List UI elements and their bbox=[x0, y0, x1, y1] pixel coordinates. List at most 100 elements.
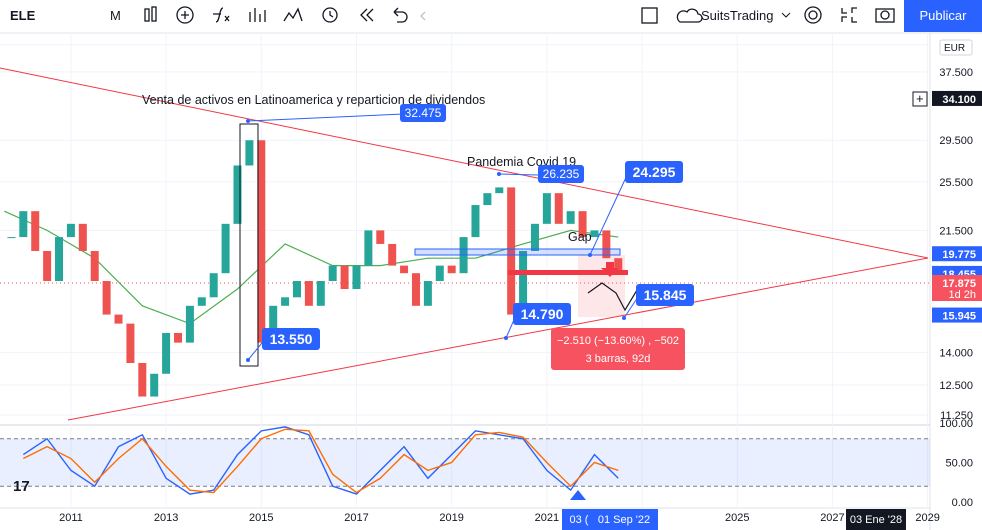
price-marker-label: 17.875 bbox=[942, 278, 976, 290]
price-label-box bbox=[262, 328, 320, 350]
price-marker-label: 34.100 bbox=[942, 94, 976, 106]
currency: EUR bbox=[944, 43, 965, 54]
candle bbox=[126, 323, 135, 363]
annotation: Venta de activos en Latinoamerica y repa… bbox=[142, 93, 485, 107]
anchor-point bbox=[246, 119, 250, 123]
time-marker-label: 03 ( bbox=[570, 514, 589, 526]
measure-text: −2.510 (−13.60%) , −502 bbox=[557, 335, 679, 347]
price-label-box bbox=[538, 165, 584, 183]
candle bbox=[269, 305, 278, 343]
candle bbox=[376, 230, 385, 244]
candle bbox=[411, 273, 420, 306]
candle bbox=[507, 187, 516, 315]
measure-box bbox=[551, 328, 685, 370]
candle bbox=[102, 281, 111, 315]
candle bbox=[352, 265, 361, 290]
anchor-point bbox=[504, 336, 508, 340]
measure-text: 3 barras, 92d bbox=[586, 353, 651, 365]
time-marker bbox=[846, 509, 906, 530]
symbol[interactable]: ELE bbox=[10, 8, 36, 23]
time-tick-label: 2019 bbox=[439, 512, 463, 524]
candle bbox=[43, 250, 52, 282]
candle bbox=[281, 297, 290, 306]
candle bbox=[162, 332, 171, 374]
redo-icon[interactable] bbox=[420, 11, 426, 21]
measure-area bbox=[578, 255, 625, 317]
candle bbox=[90, 250, 99, 282]
price-label-box bbox=[513, 303, 571, 325]
candle bbox=[316, 281, 325, 306]
price-tick-label: 37.500 bbox=[939, 67, 973, 79]
candle bbox=[388, 243, 397, 266]
price-label: 13.550 bbox=[270, 331, 313, 347]
oscillator-line bbox=[23, 428, 619, 494]
time-marker-label: 03 Ene '28 bbox=[850, 514, 902, 526]
price-label: 14.790 bbox=[521, 306, 564, 322]
anchor-point bbox=[497, 172, 501, 176]
toolbar-icons[interactable] bbox=[144, 6, 895, 24]
candle bbox=[197, 297, 206, 306]
anchor-point bbox=[246, 358, 250, 362]
time-tick-label: 2027 bbox=[820, 512, 844, 524]
crosshair-plus: + bbox=[916, 91, 924, 106]
publish-label[interactable]: Publicar bbox=[920, 8, 968, 23]
oscillator-tick-label: 50.00 bbox=[945, 457, 973, 469]
zone bbox=[508, 270, 628, 275]
interval[interactable]: M bbox=[110, 8, 121, 23]
price-tick-label: 25.500 bbox=[939, 177, 973, 189]
candle bbox=[614, 258, 623, 274]
account-caret[interactable] bbox=[781, 12, 791, 18]
account[interactable]: SuitsTrading bbox=[701, 8, 774, 23]
price-tick-label: 11.250 bbox=[940, 410, 973, 422]
candle bbox=[304, 281, 313, 306]
price-label: 32.475 bbox=[405, 106, 442, 120]
price-marker bbox=[932, 275, 982, 302]
candle bbox=[185, 305, 194, 343]
candle bbox=[471, 205, 480, 238]
trend-line bbox=[67, 257, 929, 421]
candle bbox=[423, 281, 432, 306]
candle bbox=[340, 265, 349, 290]
time-tick-label: 2029 bbox=[915, 512, 939, 524]
label-connector bbox=[247, 113, 405, 122]
price-label: 24.295 bbox=[633, 164, 676, 180]
trend-line bbox=[0, 67, 929, 259]
time-marker-label: 01 Sep '22 bbox=[598, 514, 650, 526]
price-tick-label: 21.500 bbox=[939, 225, 973, 237]
candle bbox=[590, 230, 599, 238]
candle bbox=[233, 165, 242, 224]
time-tick-label: 2011 bbox=[59, 512, 83, 524]
price-marker bbox=[932, 246, 982, 262]
candle bbox=[78, 223, 87, 251]
candle bbox=[174, 332, 183, 343]
time-marker bbox=[590, 509, 658, 530]
anchor-point bbox=[622, 316, 626, 320]
candle bbox=[566, 211, 575, 224]
price-label: 26.235 bbox=[543, 167, 580, 181]
publish-button[interactable] bbox=[904, 0, 982, 32]
price-marker-label: 19.775 bbox=[942, 249, 976, 261]
candle bbox=[602, 230, 611, 259]
annotation: Gap bbox=[568, 230, 592, 244]
candle bbox=[245, 140, 254, 166]
candle bbox=[138, 362, 147, 397]
arrow bbox=[601, 262, 619, 277]
oscillator-tick-label: 0.00 bbox=[952, 497, 973, 509]
candle bbox=[55, 237, 64, 282]
candle bbox=[221, 223, 230, 274]
label-connector bbox=[589, 170, 630, 256]
time-marker bbox=[562, 509, 596, 530]
candle bbox=[435, 265, 444, 282]
tv-logo: 17 bbox=[13, 478, 30, 495]
label-connector bbox=[498, 173, 539, 176]
time-tick-label: 2021 bbox=[535, 512, 559, 524]
candle bbox=[292, 281, 301, 298]
price-label-box bbox=[636, 284, 694, 306]
toolbar bbox=[0, 0, 982, 33]
crosshair-marker bbox=[912, 91, 928, 107]
candle bbox=[114, 314, 123, 324]
oscillator-line bbox=[22, 426, 619, 495]
price-tick-label: 12.500 bbox=[939, 380, 973, 392]
candle bbox=[530, 223, 539, 251]
